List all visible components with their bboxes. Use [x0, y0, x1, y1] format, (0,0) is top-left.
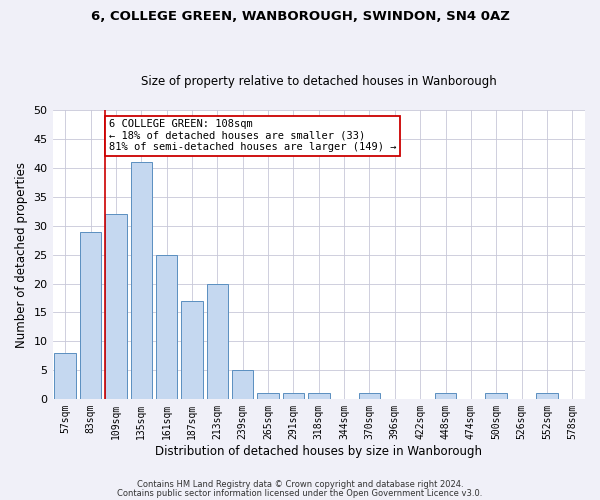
Bar	[283, 393, 304, 399]
Text: Contains public sector information licensed under the Open Government Licence v3: Contains public sector information licen…	[118, 490, 482, 498]
Bar	[257, 393, 279, 399]
Bar	[232, 370, 253, 399]
Bar	[131, 162, 152, 399]
Bar	[485, 393, 507, 399]
X-axis label: Distribution of detached houses by size in Wanborough: Distribution of detached houses by size …	[155, 444, 482, 458]
Bar	[156, 254, 178, 399]
Bar	[80, 232, 101, 399]
Bar	[105, 214, 127, 399]
Bar	[359, 393, 380, 399]
Bar	[308, 393, 329, 399]
Text: 6, COLLEGE GREEN, WANBOROUGH, SWINDON, SN4 0AZ: 6, COLLEGE GREEN, WANBOROUGH, SWINDON, S…	[91, 10, 509, 23]
Bar	[435, 393, 457, 399]
Y-axis label: Number of detached properties: Number of detached properties	[15, 162, 28, 348]
Text: 6 COLLEGE GREEN: 108sqm
← 18% of detached houses are smaller (33)
81% of semi-de: 6 COLLEGE GREEN: 108sqm ← 18% of detache…	[109, 119, 397, 152]
Bar	[55, 352, 76, 399]
Text: Contains HM Land Registry data © Crown copyright and database right 2024.: Contains HM Land Registry data © Crown c…	[137, 480, 463, 489]
Bar	[181, 301, 203, 399]
Bar	[206, 284, 228, 399]
Bar	[536, 393, 558, 399]
Title: Size of property relative to detached houses in Wanborough: Size of property relative to detached ho…	[141, 76, 497, 88]
